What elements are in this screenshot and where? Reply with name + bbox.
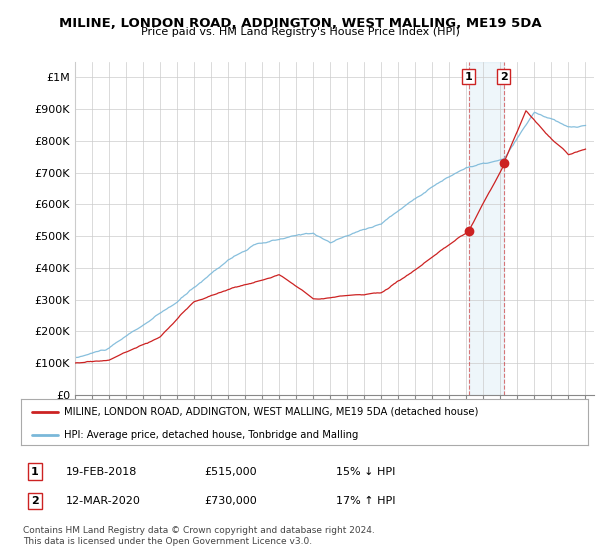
- Text: MILINE, LONDON ROAD, ADDINGTON, WEST MALLING, ME19 5DA (detached house): MILINE, LONDON ROAD, ADDINGTON, WEST MAL…: [64, 407, 478, 417]
- Text: Price paid vs. HM Land Registry's House Price Index (HPI): Price paid vs. HM Land Registry's House …: [140, 27, 460, 37]
- Text: Contains HM Land Registry data © Crown copyright and database right 2024.
This d: Contains HM Land Registry data © Crown c…: [23, 526, 374, 546]
- Text: £515,000: £515,000: [204, 466, 257, 477]
- Text: 1: 1: [31, 466, 38, 477]
- Text: 19-FEB-2018: 19-FEB-2018: [66, 466, 137, 477]
- Text: 2: 2: [500, 72, 508, 82]
- Text: 17% ↑ HPI: 17% ↑ HPI: [336, 496, 395, 506]
- Text: MILINE, LONDON ROAD, ADDINGTON, WEST MALLING, ME19 5DA: MILINE, LONDON ROAD, ADDINGTON, WEST MAL…: [59, 17, 541, 30]
- Text: 2: 2: [31, 496, 38, 506]
- Text: 15% ↓ HPI: 15% ↓ HPI: [336, 466, 395, 477]
- Text: 1: 1: [465, 72, 472, 82]
- Text: HPI: Average price, detached house, Tonbridge and Malling: HPI: Average price, detached house, Tonb…: [64, 430, 358, 440]
- Bar: [469, 62, 504, 395]
- Text: 12-MAR-2020: 12-MAR-2020: [66, 496, 141, 506]
- Text: £730,000: £730,000: [204, 496, 257, 506]
